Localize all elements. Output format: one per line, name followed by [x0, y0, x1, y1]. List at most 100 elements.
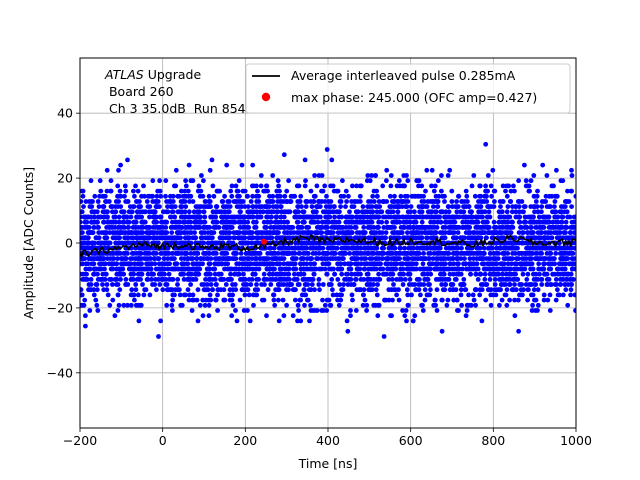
sample-point [111, 251, 116, 256]
sample-point [281, 214, 287, 220]
sample-point [564, 209, 570, 215]
sample-point [231, 199, 237, 204]
sample-point [216, 256, 222, 261]
sample-point [287, 282, 293, 287]
sample-point [190, 297, 195, 303]
sample-point [123, 256, 128, 261]
sample-point [376, 271, 381, 277]
sample-point [435, 199, 441, 204]
sample-point [246, 256, 252, 261]
sample-point [138, 261, 144, 267]
sample-point [174, 261, 180, 267]
sample-point [491, 188, 497, 194]
sample-point [421, 214, 426, 220]
sample-point [395, 204, 401, 210]
sample-point [145, 193, 151, 199]
sample-point [274, 230, 279, 236]
sample-point [97, 178, 103, 184]
sample-point [472, 193, 478, 199]
sample-point [295, 199, 301, 204]
sample-point [342, 277, 347, 282]
sample-point [360, 209, 366, 215]
sample-point [134, 277, 140, 282]
sample-point [165, 209, 171, 215]
sample-point [222, 225, 228, 230]
sample-point [185, 287, 191, 293]
sample-point [207, 199, 213, 204]
sample-point [522, 204, 528, 210]
sample-point [224, 214, 230, 220]
sample-point [256, 199, 262, 204]
sample-point [91, 225, 97, 230]
sample-point [203, 277, 208, 282]
sample-point [405, 256, 411, 261]
sample-point [272, 302, 278, 308]
sample-point [461, 209, 467, 215]
sample-point [269, 209, 274, 215]
sample-point [371, 266, 377, 272]
sample-point [260, 297, 265, 303]
sample-point [271, 292, 277, 298]
sample-point [493, 256, 499, 261]
sample-point [250, 214, 256, 220]
sample-point [545, 235, 551, 241]
sample-point [421, 199, 427, 204]
sample-point [388, 271, 394, 277]
sample-point [455, 256, 461, 261]
sample-point [154, 193, 160, 199]
sample-point [202, 302, 208, 308]
sample-point [500, 183, 506, 189]
sample-point [290, 313, 296, 319]
sample-point [134, 214, 140, 220]
sample-point [453, 277, 459, 282]
sample-point [293, 209, 298, 215]
sample-point [95, 199, 101, 204]
sample-point [292, 287, 297, 293]
sample-point [459, 199, 464, 204]
sample-point [539, 251, 544, 256]
sample-point [517, 282, 523, 287]
sample-point [552, 204, 557, 210]
sample-point [529, 282, 534, 287]
sample-point [248, 199, 254, 204]
sample-point [168, 193, 173, 199]
sample-point [142, 287, 148, 293]
sample-point [223, 282, 229, 287]
sample-point [455, 245, 461, 251]
sample-point [246, 214, 251, 220]
sample-point [267, 271, 272, 277]
sample-point [552, 199, 558, 204]
sample-point [131, 204, 137, 210]
sample-point [119, 230, 124, 236]
sample-point [305, 251, 311, 256]
sample-point [222, 193, 228, 199]
sample-point [139, 193, 144, 199]
sample-point [202, 287, 208, 293]
sample-point [214, 219, 219, 225]
sample-point [309, 214, 315, 220]
sample-point [483, 297, 489, 303]
sample-point [358, 183, 364, 189]
sample-point [170, 308, 175, 313]
sample-point [182, 209, 188, 215]
sample-point [513, 209, 519, 215]
sample-point [353, 209, 359, 215]
sample-point [467, 261, 472, 267]
sample-point [144, 225, 149, 230]
sample-point [280, 277, 285, 282]
sample-point [403, 308, 409, 313]
sample-point [490, 230, 496, 236]
sample-point [525, 271, 531, 277]
sample-point [379, 245, 385, 251]
sample-point [138, 225, 144, 230]
sample-point [411, 266, 417, 272]
sample-point [272, 251, 277, 256]
sample-point [235, 188, 241, 194]
sample-point [483, 219, 488, 225]
sample-point [331, 266, 336, 272]
sample-point [430, 235, 436, 241]
sample-point [530, 214, 536, 220]
sample-point [470, 292, 476, 298]
sample-point [388, 183, 394, 189]
